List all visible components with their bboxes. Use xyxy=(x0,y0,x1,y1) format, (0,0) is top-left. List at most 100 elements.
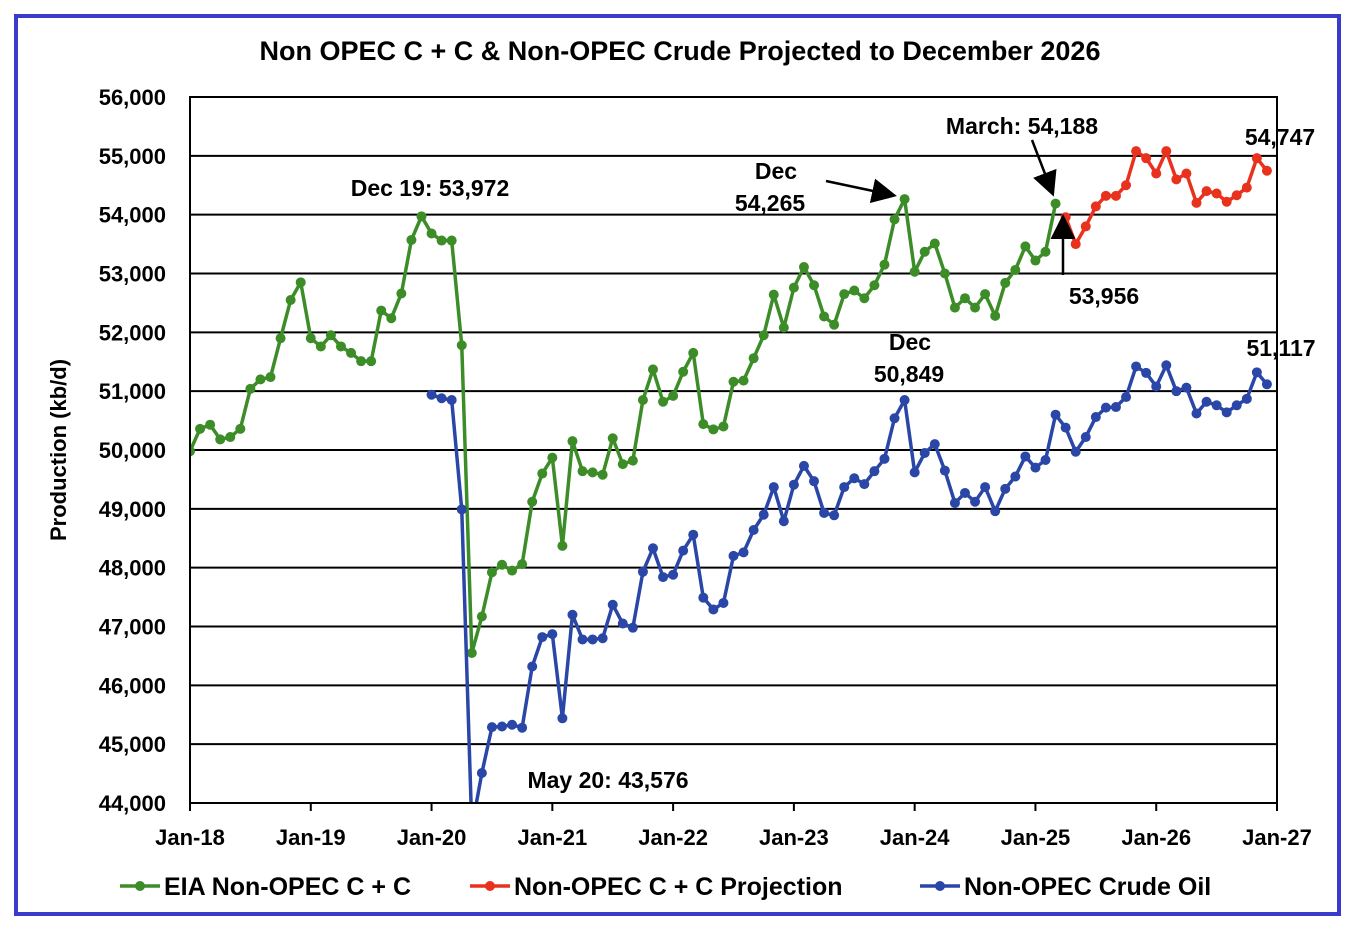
data-point xyxy=(647,543,658,554)
data-point xyxy=(1030,255,1041,266)
data-point xyxy=(265,372,276,383)
data-point xyxy=(1080,221,1091,232)
data-point xyxy=(376,305,387,316)
data-point xyxy=(1211,400,1222,411)
x-tick-label: Jan-21 xyxy=(517,825,587,850)
y-axis-label: Production (kb/d) xyxy=(46,359,71,541)
y-tick-label: 49,000 xyxy=(99,497,166,522)
data-point xyxy=(1251,153,1262,164)
data-point xyxy=(1251,367,1262,378)
chart-border xyxy=(14,14,1341,916)
x-tick-label: Jan-18 xyxy=(155,825,225,850)
data-point xyxy=(627,455,638,466)
legend-label: Non-OPEC Crude Oil xyxy=(964,873,1211,901)
y-tick-label: 51,000 xyxy=(99,379,166,404)
data-point xyxy=(406,234,417,245)
annotation-apr25: 53,956 xyxy=(1069,283,1139,309)
y-tick-label: 47,000 xyxy=(99,615,166,640)
x-tick-label: Jan-23 xyxy=(759,825,829,850)
arrow-dec23 xyxy=(825,178,897,204)
data-point xyxy=(899,194,910,205)
data-point xyxy=(1201,186,1212,197)
series-2 xyxy=(426,360,1272,803)
data-point xyxy=(919,447,930,458)
y-tick-label: 55,000 xyxy=(99,144,166,169)
data-point xyxy=(1141,367,1152,378)
data-point xyxy=(436,393,447,404)
data-point xyxy=(929,439,940,450)
data-point xyxy=(235,423,246,434)
data-point xyxy=(758,509,769,520)
data-point xyxy=(939,465,950,476)
data-point xyxy=(517,722,528,733)
data-point xyxy=(557,713,568,724)
data-point xyxy=(678,366,689,377)
data-point xyxy=(597,633,608,644)
data-point xyxy=(205,419,216,430)
y-tick-label: 46,000 xyxy=(99,673,166,698)
data-point xyxy=(1010,471,1021,482)
annotation-dec23-crude-line1: Dec xyxy=(889,329,931,355)
data-point xyxy=(859,293,870,304)
data-point xyxy=(1121,180,1132,191)
data-point xyxy=(728,376,739,387)
data-point xyxy=(195,423,206,434)
data-point xyxy=(688,529,699,540)
series-line xyxy=(430,363,1269,803)
annotation-dec19: Dec 19: 53,972 xyxy=(351,175,510,201)
data-point xyxy=(486,722,497,733)
data-point xyxy=(889,214,900,225)
data-point xyxy=(879,259,890,270)
data-point xyxy=(839,482,850,493)
data-point xyxy=(1201,396,1212,407)
data-point xyxy=(315,341,326,352)
x-tick-label: Jan-22 xyxy=(638,825,708,850)
data-point xyxy=(899,395,910,406)
data-point xyxy=(497,721,508,732)
data-point xyxy=(1100,402,1111,413)
data-point xyxy=(1171,386,1182,397)
data-point xyxy=(346,347,357,358)
data-point xyxy=(627,622,638,633)
data-point xyxy=(688,347,699,358)
data-point xyxy=(1211,188,1222,199)
data-point xyxy=(607,433,618,444)
x-tick-label: Jan-27 xyxy=(1242,825,1312,850)
data-point xyxy=(567,436,578,447)
data-point xyxy=(819,311,830,322)
data-point xyxy=(949,302,960,313)
data-point xyxy=(497,559,508,570)
data-point xyxy=(305,333,316,344)
data-point xyxy=(768,289,779,300)
data-point xyxy=(507,565,518,576)
data-point xyxy=(1261,379,1272,390)
data-point xyxy=(617,618,628,629)
data-point xyxy=(190,446,195,457)
data-point xyxy=(859,479,870,490)
data-point xyxy=(1040,455,1051,466)
data-point xyxy=(748,353,759,364)
data-point xyxy=(1191,408,1202,419)
data-point xyxy=(1181,382,1192,393)
data-point xyxy=(829,319,840,330)
data-point xyxy=(909,467,920,478)
data-point xyxy=(919,246,930,257)
data-point xyxy=(708,604,719,615)
data-point xyxy=(909,266,920,277)
data-point xyxy=(215,434,226,445)
data-point xyxy=(980,289,991,300)
data-point xyxy=(1110,190,1121,201)
arrow-march25 xyxy=(1030,139,1057,197)
data-point xyxy=(1131,361,1142,372)
data-point xyxy=(1121,392,1132,403)
data-point xyxy=(839,289,850,300)
data-point xyxy=(668,569,679,580)
data-point xyxy=(1241,393,1252,404)
x-tick-label: Jan-20 xyxy=(397,825,467,850)
data-point xyxy=(869,466,880,477)
data-point xyxy=(567,609,578,620)
data-point xyxy=(1110,402,1121,413)
data-point xyxy=(295,277,306,288)
data-point xyxy=(718,597,729,608)
